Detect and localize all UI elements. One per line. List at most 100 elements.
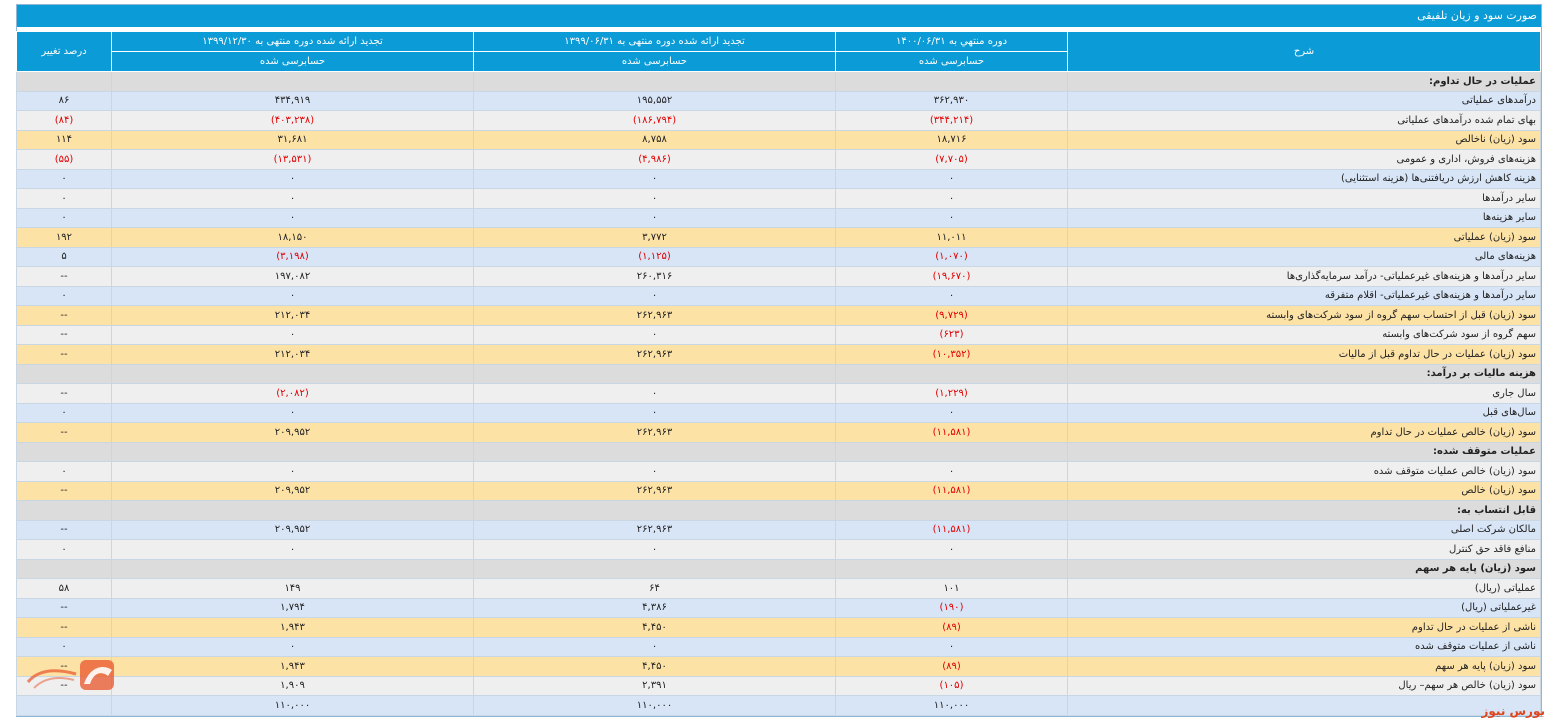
value-change-percent: (۸۴) <box>16 110 112 131</box>
value-period-1: ۳۶۲,۹۳۰ <box>835 90 1068 111</box>
value-period-1: (۱۹,۶۷۰) <box>835 266 1068 287</box>
row-description: ناشی از عملیات در حال تداوم <box>1067 617 1541 638</box>
value-period-3: ۱۱۰,۰۰۰ <box>111 695 474 716</box>
value-period-2: ۱۱۰,۰۰۰ <box>473 695 836 716</box>
table-row: سود (زیان) خالص (۱۱,۵۸۱) ۲۶۲,۹۶۳ ۲۰۹,۹۵۲ -- <box>16 480 1541 501</box>
value-period-3: ۰ <box>111 539 474 560</box>
value-period-3 <box>111 558 474 579</box>
row-description: عملیاتی (ریال) <box>1067 578 1541 599</box>
value-period-2: ۲۶۲,۹۶۳ <box>473 480 836 501</box>
row-description: سایر درآمدها و هزینه‌های غیرعملیاتی- درآ… <box>1067 266 1541 287</box>
value-period-1: (۱,۰۷۰) <box>835 246 1068 267</box>
value-period-3: ۰ <box>111 324 474 345</box>
value-period-3: ۰ <box>111 461 474 482</box>
value-period-2: ۰ <box>473 383 836 404</box>
value-period-2: ۲۶۲,۹۶۳ <box>473 422 836 443</box>
value-change-percent: -- <box>16 422 112 443</box>
value-change-percent: ۰ <box>16 285 112 306</box>
value-change-percent <box>16 500 112 521</box>
value-period-1 <box>835 441 1068 462</box>
section-row: قابل انتساب به: <box>16 500 1541 521</box>
value-period-2: ۰ <box>473 207 836 228</box>
value-period-2: ۰ <box>473 539 836 560</box>
value-period-1: (۱,۲۲۹) <box>835 383 1068 404</box>
value-change-percent: ۰ <box>16 636 112 657</box>
value-period-2: ۳,۷۷۲ <box>473 227 836 248</box>
value-period-2: ۰ <box>473 636 836 657</box>
value-period-2: ۲۶۲,۹۶۳ <box>473 344 836 365</box>
value-period-1: (۳۴۴,۲۱۴) <box>835 110 1068 131</box>
value-period-2: ۲۶۲,۹۶۳ <box>473 305 836 326</box>
row-description: هزینه‌های فروش، اداری و عمومی <box>1067 149 1541 170</box>
value-change-percent <box>16 695 112 716</box>
value-period-3: ۰ <box>111 402 474 423</box>
table-row: سایر هزینه‌ها ۰ ۰ ۰ ۰ <box>16 207 1541 228</box>
value-change-percent: -- <box>16 480 112 501</box>
watermark-text: بورس نیوز <box>1481 704 1545 718</box>
panel-title: صورت سود و زیان تلفیقی <box>17 5 1541 31</box>
row-description: بهای تمام شده درآمدهای عملیاتی <box>1067 110 1541 131</box>
value-period-3: ۰ <box>111 188 474 209</box>
statement-panel: صورت سود و زیان تلفیقی شرح دوره منتهي به… <box>16 4 1542 717</box>
table-row: ناشی از عملیات در حال تداوم (۸۹) ۴,۴۵۰ ۱,۹۴… <box>16 617 1541 638</box>
value-change-percent: ۰ <box>16 188 112 209</box>
table-row: سال جاری (۱,۲۲۹) ۰ (۲,۰۸۲) -- <box>16 383 1541 404</box>
row-description: سایر هزینه‌ها <box>1067 207 1541 228</box>
value-period-1: ۰ <box>835 402 1068 423</box>
table-row: سهم گروه از سود شرکت‌های وابسته (۶۲۳) ۰ ۰ -- <box>16 324 1541 345</box>
table-row: غیرعملیاتی (ریال) (۱۹۰) ۴,۳۸۶ ۱,۷۹۴ -- <box>16 597 1541 618</box>
table-row: منافع فاقد حق کنترل ۰ ۰ ۰ ۰ <box>16 539 1541 560</box>
value-period-3: ۱۴۹ <box>111 578 474 599</box>
value-period-1: (۸۹) <box>835 656 1068 677</box>
value-change-percent: -- <box>16 266 112 287</box>
value-period-3: (۳,۱۹۸) <box>111 246 474 267</box>
value-change-percent: ۸۶ <box>16 90 112 111</box>
table-row: درآمدهای عملیاتی ۳۶۲,۹۳۰ ۱۹۵,۵۵۲ ۴۳۴,۹۱۹ ۸۶ <box>16 90 1541 111</box>
value-change-percent <box>16 71 112 92</box>
row-description: سود (زیان) عملیات در حال تداوم قبل از ما… <box>1067 344 1541 365</box>
value-period-3: ۴۳۴,۹۱۹ <box>111 90 474 111</box>
value-period-3 <box>111 71 474 92</box>
value-period-3: ۱,۹۴۳ <box>111 656 474 677</box>
table-row: سود (زیان) خالص عملیات متوقف شده ۰ ۰ ۰ ۰ <box>16 461 1541 482</box>
value-period-2: ۲,۳۹۱ <box>473 675 836 696</box>
value-period-1: (۶۲۳) <box>835 324 1068 345</box>
value-period-1: ۰ <box>835 636 1068 657</box>
value-period-1: (۱۱,۵۸۱) <box>835 422 1068 443</box>
row-description: سود (زیان) خالص <box>1067 480 1541 501</box>
value-period-1 <box>835 558 1068 579</box>
value-change-percent: -- <box>16 324 112 345</box>
value-change-percent: ۰ <box>16 539 112 560</box>
row-description: هزینه کاهش ارزش دریافتنی‌ها (هزینه استثن… <box>1067 168 1541 189</box>
value-period-1 <box>835 363 1068 384</box>
table-row: ۱۱۰,۰۰۰ ۱۱۰,۰۰۰ ۱۱۰,۰۰۰ <box>16 695 1541 716</box>
table-row: سود (زیان) ناخالص ۱۸,۷۱۶ ۸,۷۵۸ ۳۱,۶۸۱ ۱۱۴ <box>16 129 1541 150</box>
row-description: مالکان شرکت اصلی <box>1067 519 1541 540</box>
table-row: سایر درآمدها و هزینه‌های غیرعملیاتی- درآ… <box>16 266 1541 287</box>
header-period-3-status: حسابرسی شده <box>111 51 474 72</box>
value-period-1: (۱۱,۵۸۱) <box>835 519 1068 540</box>
value-period-2 <box>473 500 836 521</box>
value-change-percent: ۰ <box>16 207 112 228</box>
row-description: سود (زیان) خالص هر سهم– ریال <box>1067 675 1541 696</box>
row-description: هزینه مالیات بر درآمد: <box>1067 363 1541 384</box>
row-description: سود (زیان) عملیاتی <box>1067 227 1541 248</box>
value-period-3: ۱,۷۹۴ <box>111 597 474 618</box>
value-period-3: ۰ <box>111 207 474 228</box>
value-period-2 <box>473 558 836 579</box>
value-period-1: ۱۱,۰۱۱ <box>835 227 1068 248</box>
value-period-1: (۸۹) <box>835 617 1068 638</box>
value-change-percent: -- <box>16 383 112 404</box>
value-change-percent: -- <box>16 617 112 638</box>
value-period-2: (۱,۱۲۵) <box>473 246 836 267</box>
value-period-2: ۸,۷۵۸ <box>473 129 836 150</box>
table-row: مالکان شرکت اصلی (۱۱,۵۸۱) ۲۶۲,۹۶۳ ۲۰۹,۹۵۲ -- <box>16 519 1541 540</box>
row-description: سود (زیان) پایه هر سهم <box>1067 656 1541 677</box>
value-period-3 <box>111 363 474 384</box>
value-period-2 <box>473 441 836 462</box>
table-row: سود (زیان) عملیات در حال تداوم قبل از ما… <box>16 344 1541 365</box>
value-period-2: ۴,۳۸۶ <box>473 597 836 618</box>
header-description: شرح <box>1067 31 1541 72</box>
value-period-1: ۱۰۱ <box>835 578 1068 599</box>
value-period-2: ۲۶۲,۹۶۳ <box>473 519 836 540</box>
